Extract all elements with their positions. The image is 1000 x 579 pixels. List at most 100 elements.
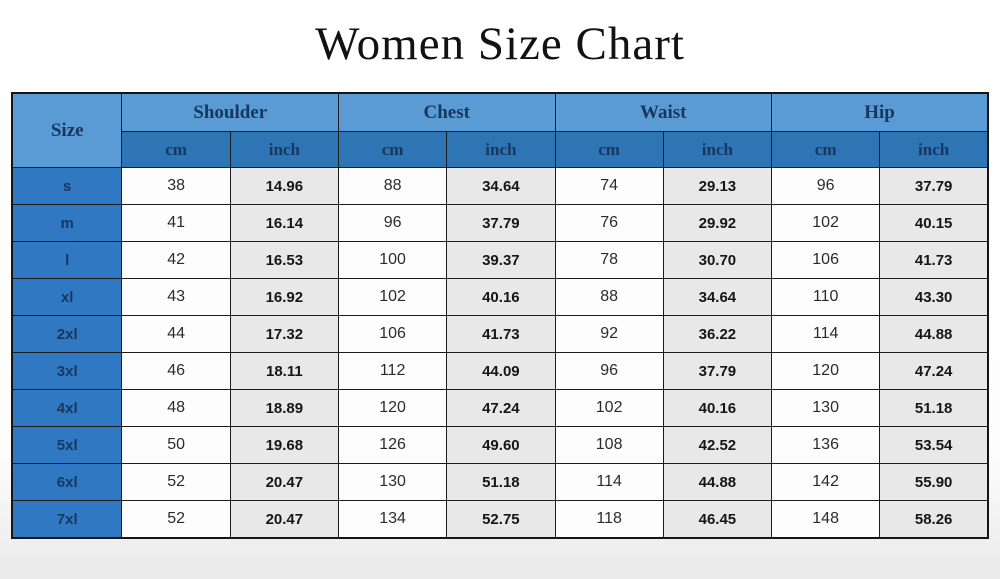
table-row: m 41 16.14 96 37.79 76 29.92 102 40.15 xyxy=(11,204,989,242)
size-label-cell: 4xl xyxy=(11,389,123,427)
measurement-value-cell: 142 xyxy=(771,463,881,501)
measurement-value-cell: 110 xyxy=(771,278,881,316)
table-row: 2xl 44 17.32 106 41.73 92 36.22 114 44.88 xyxy=(11,315,989,353)
size-table-body: s 38 14.96 88 34.64 74 29.13 96 37.79 m 41 16.14 96 3… xyxy=(11,167,989,539)
measurement-value-cell: 43.30 xyxy=(879,278,989,316)
measurement-value-cell: 52 xyxy=(121,463,231,501)
measurement-value-cell: 34.64 xyxy=(662,278,773,316)
measurement-value-cell: 44.88 xyxy=(662,463,773,501)
measurement-value-cell: 44 xyxy=(121,315,231,353)
group-header-shoulder: Shoulder xyxy=(121,92,339,132)
unit-header-waist-inch: inch xyxy=(662,131,773,168)
unit-header-chest-inch: inch xyxy=(446,131,556,168)
measurement-value-cell: 19.68 xyxy=(229,426,339,464)
measurement-value-cell: 102 xyxy=(337,278,448,316)
measurement-value-cell: 17.32 xyxy=(229,315,339,353)
measurement-value-cell: 58.26 xyxy=(879,500,989,539)
measurement-value-cell: 40.15 xyxy=(879,204,989,242)
measurement-value-cell: 38 xyxy=(121,167,231,205)
measurement-value-cell: 78 xyxy=(554,241,664,279)
size-label-cell: m xyxy=(11,204,123,242)
measurement-value-cell: 41 xyxy=(121,204,231,242)
table-row: 5xl 50 19.68 126 49.60 108 42.52 136 53.54 xyxy=(11,426,989,464)
measurement-value-cell: 49.60 xyxy=(446,426,556,464)
measurement-value-cell: 51.18 xyxy=(446,463,556,501)
size-chart-table: Size Shoulder Chest Waist Hip cm inch cm… xyxy=(10,92,990,539)
size-label-cell: 6xl xyxy=(11,463,123,501)
measurement-value-cell: 18.89 xyxy=(229,389,339,427)
measurement-value-cell: 88 xyxy=(337,167,448,205)
measurement-value-cell: 41.73 xyxy=(446,315,556,353)
unit-header-hip-cm: cm xyxy=(771,131,881,168)
measurement-value-cell: 29.92 xyxy=(662,204,773,242)
measurement-value-cell: 55.90 xyxy=(879,463,989,501)
measurement-value-cell: 50 xyxy=(121,426,231,464)
measurement-value-cell: 48 xyxy=(121,389,231,427)
size-column-header: Size xyxy=(11,92,123,168)
measurement-value-cell: 44.09 xyxy=(446,352,556,390)
unit-header-row: cm inch cm inch cm inch cm inch xyxy=(12,131,989,168)
size-label-cell: 5xl xyxy=(11,426,123,464)
measurement-value-cell: 37.79 xyxy=(879,167,989,205)
measurement-value-cell: 136 xyxy=(771,426,881,464)
measurement-value-cell: 106 xyxy=(337,315,448,353)
measurement-value-cell: 40.16 xyxy=(662,389,773,427)
measurement-value-cell: 46.45 xyxy=(662,500,773,539)
measurement-value-cell: 118 xyxy=(554,500,664,539)
measurement-value-cell: 134 xyxy=(337,500,448,539)
measurement-value-cell: 37.79 xyxy=(446,204,556,242)
measurement-value-cell: 74 xyxy=(554,167,664,205)
page: Women Size Chart Size Shoulder Chest Wai… xyxy=(0,14,1000,539)
measurement-value-cell: 53.54 xyxy=(879,426,989,464)
measurement-value-cell: 114 xyxy=(771,315,881,353)
size-label-cell: 7xl xyxy=(11,500,123,539)
page-title: Women Size Chart xyxy=(315,18,685,70)
group-header-hip: Hip xyxy=(771,92,989,132)
table-row: s 38 14.96 88 34.64 74 29.13 96 37.79 xyxy=(11,167,989,205)
measurement-value-cell: 92 xyxy=(554,315,664,353)
measurement-value-cell: 96 xyxy=(554,352,664,390)
group-header-row: Size Shoulder Chest Waist Hip xyxy=(11,92,989,168)
measurement-value-cell: 43 xyxy=(121,278,231,316)
measurement-value-cell: 34.64 xyxy=(446,167,556,205)
measurement-value-cell: 29.13 xyxy=(662,167,773,205)
measurement-value-cell: 36.22 xyxy=(662,315,773,353)
unit-header-chest-cm: cm xyxy=(337,131,448,168)
measurement-value-cell: 106 xyxy=(771,241,881,279)
measurement-value-cell: 46 xyxy=(121,352,231,390)
measurement-value-cell: 120 xyxy=(337,389,448,427)
size-label-cell: s xyxy=(11,167,123,205)
table-row: xl 43 16.92 102 40.16 88 34.64 110 43.30 xyxy=(11,278,989,316)
measurement-value-cell: 52.75 xyxy=(446,500,556,539)
measurement-value-cell: 41.73 xyxy=(879,241,989,279)
measurement-value-cell: 14.96 xyxy=(229,167,339,205)
measurement-value-cell: 47.24 xyxy=(879,352,989,390)
measurement-value-cell: 20.47 xyxy=(229,463,339,501)
measurement-value-cell: 20.47 xyxy=(229,500,339,539)
size-label-cell: 3xl xyxy=(11,352,123,390)
measurement-value-cell: 16.14 xyxy=(229,204,339,242)
table-row: 4xl 48 18.89 120 47.24 102 40.16 130 51.18 xyxy=(11,389,989,427)
measurement-value-cell: 88 xyxy=(554,278,664,316)
measurement-value-cell: 52 xyxy=(121,500,231,539)
table-row: 6xl 52 20.47 130 51.18 114 44.88 142 55.90 xyxy=(11,463,989,501)
unit-header-waist-cm: cm xyxy=(554,131,664,168)
measurement-value-cell: 100 xyxy=(337,241,448,279)
measurement-value-cell: 51.18 xyxy=(879,389,989,427)
measurement-value-cell: 44.88 xyxy=(879,315,989,353)
measurement-value-cell: 114 xyxy=(554,463,664,501)
measurement-value-cell: 130 xyxy=(771,389,881,427)
measurement-value-cell: 30.70 xyxy=(662,241,773,279)
table-row: l 42 16.53 100 39.37 78 30.70 106 41.73 xyxy=(11,241,989,279)
measurement-value-cell: 76 xyxy=(554,204,664,242)
unit-header-hip-inch: inch xyxy=(879,131,989,168)
measurement-value-cell: 96 xyxy=(337,204,448,242)
measurement-value-cell: 37.79 xyxy=(662,352,773,390)
measurement-value-cell: 120 xyxy=(771,352,881,390)
measurement-value-cell: 102 xyxy=(771,204,881,242)
unit-header-shoulder-inch: inch xyxy=(229,131,339,168)
measurement-value-cell: 39.37 xyxy=(446,241,556,279)
measurement-value-cell: 16.92 xyxy=(229,278,339,316)
size-chart-header: Size Shoulder Chest Waist Hip cm inch cm… xyxy=(11,92,989,168)
measurement-value-cell: 42 xyxy=(121,241,231,279)
